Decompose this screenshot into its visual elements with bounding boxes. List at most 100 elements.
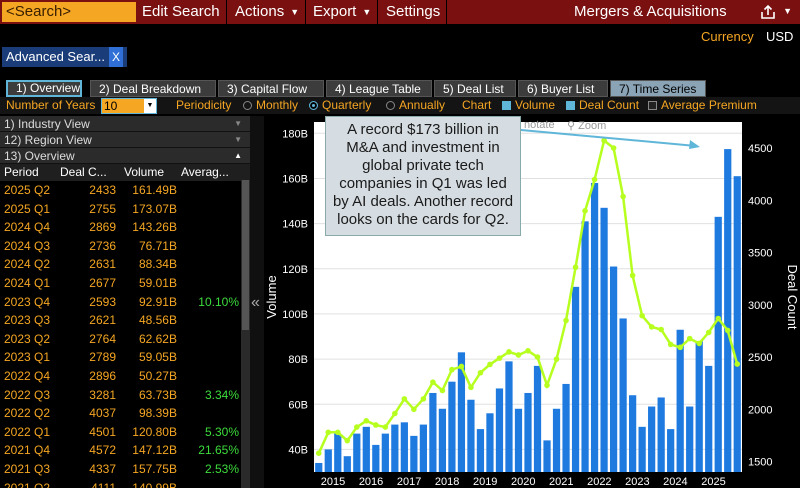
annotate-tool[interactable]: notate xyxy=(524,119,555,131)
edit-search-label: Edit Search xyxy=(142,3,220,20)
double-chevron-left-icon: « xyxy=(251,294,260,311)
deal-count-cell: 2755 xyxy=(89,201,116,216)
chevron-down-icon[interactable]: ▼ xyxy=(783,6,792,16)
table-row[interactable]: 2021 Q3 4337 157.75B 2.53% xyxy=(0,460,250,479)
export-menu[interactable]: Export ▼ xyxy=(307,0,379,24)
tab-overview[interactable]: 1) Overview xyxy=(6,80,82,97)
average-cell xyxy=(179,311,241,330)
tab-deal-breakdown[interactable]: 2) Deal Breakdown xyxy=(90,80,216,97)
deal-count-point xyxy=(582,208,588,214)
volume-bar xyxy=(609,266,618,472)
table-scrollbar[interactable] xyxy=(241,180,250,488)
deal-count-checkbox[interactable]: Deal Count xyxy=(566,98,639,112)
y2-axis-title: Deal Count xyxy=(785,264,800,329)
deal-count-point xyxy=(430,379,436,385)
avg-premium-checkbox[interactable]: Average Premium xyxy=(648,98,757,112)
table-row[interactable]: 2023 Q2 2764 62.62B xyxy=(0,330,250,349)
y-tick-label: 140B xyxy=(282,219,308,231)
settings-menu[interactable]: Settings xyxy=(380,0,448,24)
currency-value[interactable]: USD xyxy=(766,29,794,44)
chevron-up-icon: ▲ xyxy=(234,151,242,160)
average-cell xyxy=(179,274,241,293)
period-cell: 2023 Q4 xyxy=(4,294,51,309)
table-row[interactable]: 2024 Q2 2631 88.34B xyxy=(0,255,250,274)
advanced-search-chip[interactable]: Advanced Sear... X xyxy=(2,47,128,67)
period-cell: 2022 Q3 xyxy=(4,387,51,402)
volume-checkbox[interactable]: Volume xyxy=(502,98,555,112)
deal-count-point xyxy=(544,382,550,389)
tab-deal-list[interactable]: 5) Deal List xyxy=(434,80,516,97)
table-row[interactable]: 2022 Q1 4501 120.80B 5.30% xyxy=(0,423,250,442)
average-cell xyxy=(179,200,241,219)
region-view-row[interactable]: 12) Region View ▼ xyxy=(0,132,250,148)
period-cell: 2022 Q1 xyxy=(4,424,51,439)
tab-capital-flow[interactable]: 3) Capital Flow xyxy=(218,80,324,97)
volume-bar xyxy=(457,352,466,472)
volume-bar xyxy=(562,383,570,472)
annually-radio[interactable]: Annually xyxy=(386,98,445,112)
deal-count-point xyxy=(506,349,512,355)
deal-count-point xyxy=(496,355,503,361)
table-row[interactable]: 2022 Q2 4037 98.39B xyxy=(0,404,250,423)
volume-label: Volume xyxy=(515,98,556,112)
table-row[interactable]: 2023 Q4 2593 92.91B 10.10% xyxy=(0,293,250,312)
table-row[interactable]: 2022 Q3 3281 63.73B 3.34% xyxy=(0,386,250,405)
table-row[interactable]: 2024 Q3 2736 76.71B xyxy=(0,237,250,256)
region-view-label: 12) Region View xyxy=(4,133,92,147)
x-tick-label: 2020 xyxy=(511,476,535,488)
collapse-panel-button[interactable]: « xyxy=(250,116,264,488)
overview-row[interactable]: 13) Overview ▲ xyxy=(0,148,250,164)
table-row[interactable]: 2022 Q4 2896 50.27B xyxy=(0,367,250,386)
table-row[interactable]: 2025 Q2 2433 161.49B xyxy=(0,181,250,200)
tab-buyer-list[interactable]: 6) Buyer List xyxy=(518,80,608,97)
table-row[interactable]: 2023 Q3 2621 48.56B xyxy=(0,311,250,330)
volume-cell: 120.80B xyxy=(132,424,177,439)
deal-count-cell: 4111 xyxy=(91,480,116,488)
col-deal-count[interactable]: Deal C... xyxy=(60,165,107,179)
volume-bar xyxy=(315,462,323,472)
table-row[interactable]: 2023 Q1 2789 59.05B xyxy=(0,348,250,367)
tab-league-table[interactable]: 4) League Table xyxy=(326,80,432,97)
col-average[interactable]: Averag... xyxy=(181,165,229,179)
average-cell: 2.53% xyxy=(204,461,239,476)
deal-count-point xyxy=(696,340,702,347)
volume-cell: 92.91B xyxy=(138,294,177,309)
x-tick-label: 2015 xyxy=(321,476,345,488)
close-icon[interactable]: X xyxy=(109,47,124,67)
zoom-tool[interactable]: ⚲ Zoom xyxy=(567,119,606,132)
deal-count-point xyxy=(344,437,351,444)
tab-time-series[interactable]: 7) Time Series xyxy=(610,80,706,97)
table-row[interactable]: 2024 Q4 2869 143.26B xyxy=(0,218,250,237)
x-tick-label: 2024 xyxy=(663,476,687,488)
table-row[interactable]: 2021 Q2 4111 140.99B xyxy=(0,479,250,488)
volume-bar xyxy=(381,433,389,472)
monthly-radio[interactable]: Monthly xyxy=(243,98,298,112)
col-volume[interactable]: Volume xyxy=(124,165,165,179)
volume-bar xyxy=(505,361,513,472)
edit-search-menu[interactable]: Edit Search xyxy=(136,0,227,24)
quarterly-radio[interactable]: Quarterly xyxy=(309,98,371,112)
deal-count-point xyxy=(724,327,731,334)
data-table-body: 2025 Q2 2433 161.49B 2025 Q1 2755 173.07B 2024… xyxy=(0,181,250,488)
y-axis-title: Volume xyxy=(264,275,279,318)
actions-menu[interactable]: Actions ▼ xyxy=(229,0,307,24)
table-row[interactable]: 2024 Q1 2677 59.01B xyxy=(0,274,250,293)
period-cell: 2024 Q2 xyxy=(4,257,51,272)
scrollbar-thumb[interactable] xyxy=(242,180,249,330)
share-icon[interactable] xyxy=(760,4,776,20)
x-tick-label: 2022 xyxy=(587,476,611,488)
annotation-arrow xyxy=(520,129,697,147)
deal-count-point xyxy=(363,418,370,424)
y-tick-label: 40B xyxy=(288,444,308,456)
col-period[interactable]: Period xyxy=(4,165,39,179)
volume-bar xyxy=(419,424,427,472)
years-select[interactable]: 10 ▼ xyxy=(101,98,157,114)
y2-tick-label: 2000 xyxy=(748,404,772,416)
table-row[interactable]: 2025 Q1 2755 173.07B xyxy=(0,200,250,219)
search-input[interactable]: <Search> xyxy=(2,2,136,22)
x-tick-label: 2016 xyxy=(359,476,383,488)
volume-bar xyxy=(400,422,408,472)
table-row[interactable]: 2021 Q4 4572 147.12B 21.65% xyxy=(0,441,250,460)
volume-cell: 50.27B xyxy=(138,368,177,383)
industry-view-row[interactable]: 1) Industry View ▼ xyxy=(0,116,250,132)
